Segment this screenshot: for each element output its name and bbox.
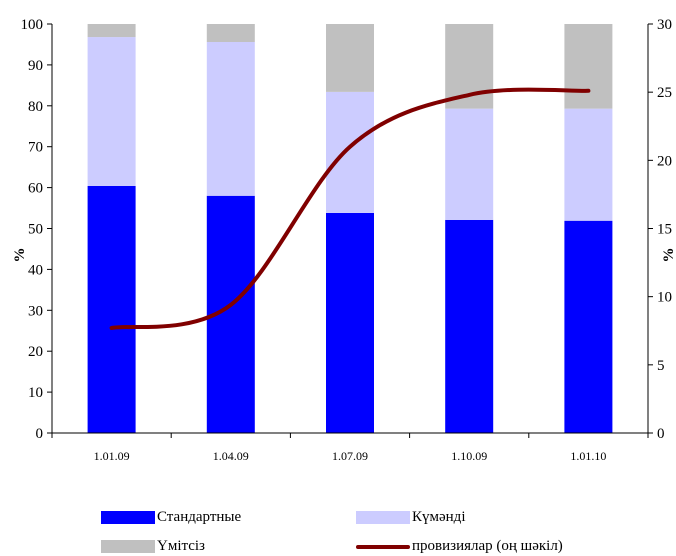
y-tick-label-right-4: 20 [657, 153, 672, 169]
y-axis-title-right: % [661, 248, 676, 263]
bar-2-5 [564, 108, 613, 221]
y-tick-label-left-0: 0 [36, 426, 44, 442]
y-tick-label-left-1: 10 [28, 385, 43, 401]
bar-2-2 [206, 41, 255, 196]
bar-3-1 [87, 24, 136, 38]
x-tick-label-3: 1.07.09 [332, 449, 368, 463]
bar-3-5 [564, 24, 613, 109]
x-tick-label-4: 1.10.09 [451, 449, 487, 463]
bar-1-5 [564, 220, 613, 433]
y-tick-label-right-6: 30 [657, 17, 672, 33]
provisions-line [109, 87, 591, 331]
bar-3-2 [206, 24, 255, 42]
bar-1-1 [87, 185, 136, 433]
y-tick-label-left-5: 50 [28, 222, 43, 238]
y-axis-title-left: % [12, 248, 28, 263]
ticks-layer: 0 10 20 30 40 50 60 70 80 90 100 0 5 10 15 20 25 30 1.01.0… [21, 17, 673, 463]
y-tick-label-left-4: 40 [28, 262, 43, 278]
y-tick-label-left-10: 100 [21, 17, 44, 33]
y-tick-label-left-2: 20 [28, 344, 43, 360]
y-tick-label-right-0: 0 [657, 426, 665, 442]
y-tick-label-right-5: 25 [657, 85, 672, 101]
y-tick-label-right-2: 10 [657, 290, 672, 306]
y-tick-label-left-7: 70 [28, 140, 43, 156]
x-tick-label-5: 1.01.10 [570, 449, 606, 463]
bar-3-3 [326, 24, 374, 92]
y-tick-label-right-3: 15 [657, 222, 672, 238]
axes-layer [47, 23, 653, 438]
y-tick-label-left-3: 30 [28, 303, 43, 319]
y-tick-label-left-9: 90 [28, 58, 43, 74]
bar-2-3 [326, 91, 374, 213]
y-tick-label-left-6: 60 [28, 181, 43, 197]
y-tick-label-left-8: 80 [28, 99, 43, 115]
line-layer [109, 87, 591, 331]
bars-layer [87, 24, 613, 433]
x-tick-label-1: 1.01.09 [94, 449, 130, 463]
bar-1-3 [326, 212, 374, 433]
y-tick-label-right-1: 5 [657, 358, 665, 374]
bar-2-1 [87, 37, 136, 186]
bar-2-4 [445, 108, 494, 220]
bar-1-4 [445, 219, 494, 433]
x-tick-label-2: 1.04.09 [213, 449, 249, 463]
